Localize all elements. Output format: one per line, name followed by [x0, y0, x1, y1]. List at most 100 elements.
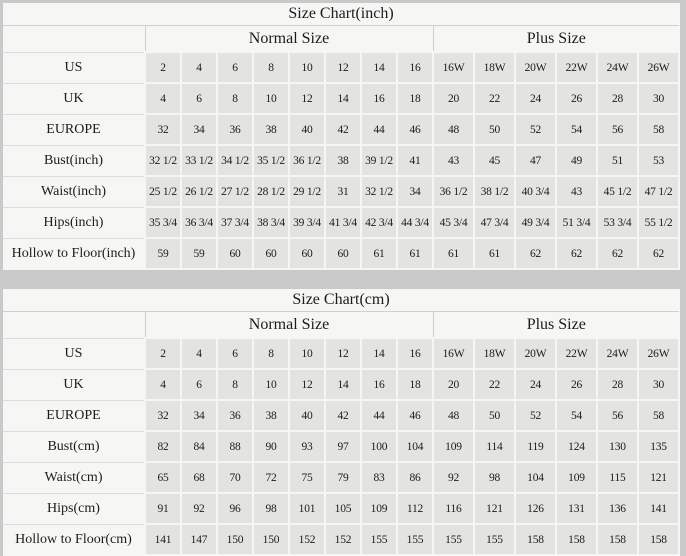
- size-cell: 36 1/2: [432, 175, 475, 208]
- size-cell: 45: [473, 144, 516, 177]
- size-cell: 155: [396, 523, 434, 556]
- size-cell: 88: [216, 430, 254, 463]
- size-cell: 26: [555, 82, 598, 115]
- size-cell: 34: [396, 175, 434, 208]
- corner-spacer-cell: [3, 311, 145, 339]
- size-cell: 46: [396, 113, 434, 146]
- size-cell: 4: [144, 82, 182, 115]
- size-cell: 50: [473, 113, 516, 146]
- table-title: Size Chart(cm): [3, 289, 680, 312]
- size-cell: 24W: [596, 51, 639, 84]
- size-cell: 10: [288, 337, 326, 370]
- size-cell: 60: [324, 237, 362, 270]
- size-cell: 38 1/2: [473, 175, 516, 208]
- size-cell: 126: [514, 492, 557, 525]
- size-cell: 39 1/2: [360, 144, 398, 177]
- size-cell: 16: [360, 82, 398, 115]
- size-cell: 39 3/4: [288, 206, 326, 239]
- size-cell: 152: [324, 523, 362, 556]
- size-cell: 49: [555, 144, 598, 177]
- size-cell: 35 3/4: [144, 206, 182, 239]
- size-cell: 12: [288, 82, 326, 115]
- table-row-us: US 2 4 6 8 10 12 14 16 16W 18W 20W 22W 24W 26W: [3, 51, 681, 84]
- size-cell: 116: [432, 492, 475, 525]
- size-cell: 2: [144, 51, 182, 84]
- size-cell: 20: [432, 82, 475, 115]
- size-cell: 141: [144, 523, 182, 556]
- size-cell: 130: [596, 430, 639, 463]
- size-cell: 54: [555, 113, 598, 146]
- size-cell: 40 3/4: [514, 175, 557, 208]
- size-cell: 52: [514, 399, 557, 432]
- table-row-us: US 2 4 6 8 10 12 14 16 16W 18W 20W 22W 24W 26W: [3, 337, 681, 370]
- row-label-hips: Hips(inch): [3, 206, 145, 238]
- size-cell: 136: [596, 492, 639, 525]
- size-cell: 97: [324, 430, 362, 463]
- size-cell: 38: [252, 399, 290, 432]
- size-cell: 109: [360, 492, 398, 525]
- size-cell: 91: [144, 492, 182, 525]
- size-cell: 2: [144, 337, 182, 370]
- size-cell: 104: [396, 430, 434, 463]
- size-cell: 82: [144, 430, 182, 463]
- size-cell: 59: [144, 237, 182, 270]
- size-cell: 31: [324, 175, 362, 208]
- size-cell: 47 1/2: [636, 175, 681, 208]
- table-row-uk: UK 4 6 8 10 12 14 16 18 20 22 24 26 28 30: [3, 368, 681, 401]
- size-cell: 32: [144, 113, 182, 146]
- size-cell: 58: [636, 399, 681, 432]
- size-cell: 51: [596, 144, 639, 177]
- size-cell: 20W: [514, 337, 557, 370]
- size-cell: 8: [252, 51, 290, 84]
- size-cell: 24W: [596, 337, 639, 370]
- size-cell: 35 1/2: [252, 144, 290, 177]
- column-group-plus-size: Plus Size: [432, 311, 680, 339]
- size-cell: 20W: [514, 51, 557, 84]
- size-cell: 147: [180, 523, 218, 556]
- size-cell: 4: [180, 51, 218, 84]
- size-cell: 32 1/2: [360, 175, 398, 208]
- size-cell: 79: [324, 461, 362, 494]
- row-label-uk: UK: [3, 82, 145, 114]
- size-cell: 8: [216, 82, 254, 115]
- size-cell: 70: [216, 461, 254, 494]
- size-cell: 150: [216, 523, 254, 556]
- size-cell: 41: [396, 144, 434, 177]
- size-cell: 121: [473, 492, 516, 525]
- size-cell: 114: [473, 430, 516, 463]
- size-cell: 37 3/4: [216, 206, 254, 239]
- size-cell: 104: [514, 461, 557, 494]
- size-cell: 51 3/4: [555, 206, 598, 239]
- size-cell: 45 3/4: [432, 206, 475, 239]
- size-cell: 109: [555, 461, 598, 494]
- size-cell: 22: [473, 368, 516, 401]
- size-cell: 4: [144, 368, 182, 401]
- size-cell: 60: [216, 237, 254, 270]
- table-row-europe: EUROPE 32 34 36 38 40 42 44 46 48 50 52 54 56 58: [3, 113, 681, 146]
- size-cell: 124: [555, 430, 598, 463]
- table-title: Size Chart(inch): [3, 3, 680, 26]
- size-cell: 34: [180, 399, 218, 432]
- size-cell: 8: [252, 337, 290, 370]
- size-cell: 155: [432, 523, 475, 556]
- size-cell: 49 3/4: [514, 206, 557, 239]
- size-cell: 26 1/2: [180, 175, 218, 208]
- size-cell: 100: [360, 430, 398, 463]
- size-cell: 96: [216, 492, 254, 525]
- size-cell: 22: [473, 82, 516, 115]
- size-cell: 158: [514, 523, 557, 556]
- size-cell: 18: [396, 82, 434, 115]
- size-cell: 32: [144, 399, 182, 432]
- size-cell: 44: [360, 399, 398, 432]
- size-cell: 119: [514, 430, 557, 463]
- size-cell: 158: [636, 523, 681, 556]
- size-cell: 98: [252, 492, 290, 525]
- size-cell: 121: [636, 461, 681, 494]
- size-cell: 61: [360, 237, 398, 270]
- size-cell: 47 3/4: [473, 206, 516, 239]
- size-cell: 86: [396, 461, 434, 494]
- size-cell: 158: [555, 523, 598, 556]
- table-row-uk: UK 4 6 8 10 12 14 16 18 20 22 24 26 28 30: [3, 82, 681, 115]
- size-cell: 10: [252, 82, 290, 115]
